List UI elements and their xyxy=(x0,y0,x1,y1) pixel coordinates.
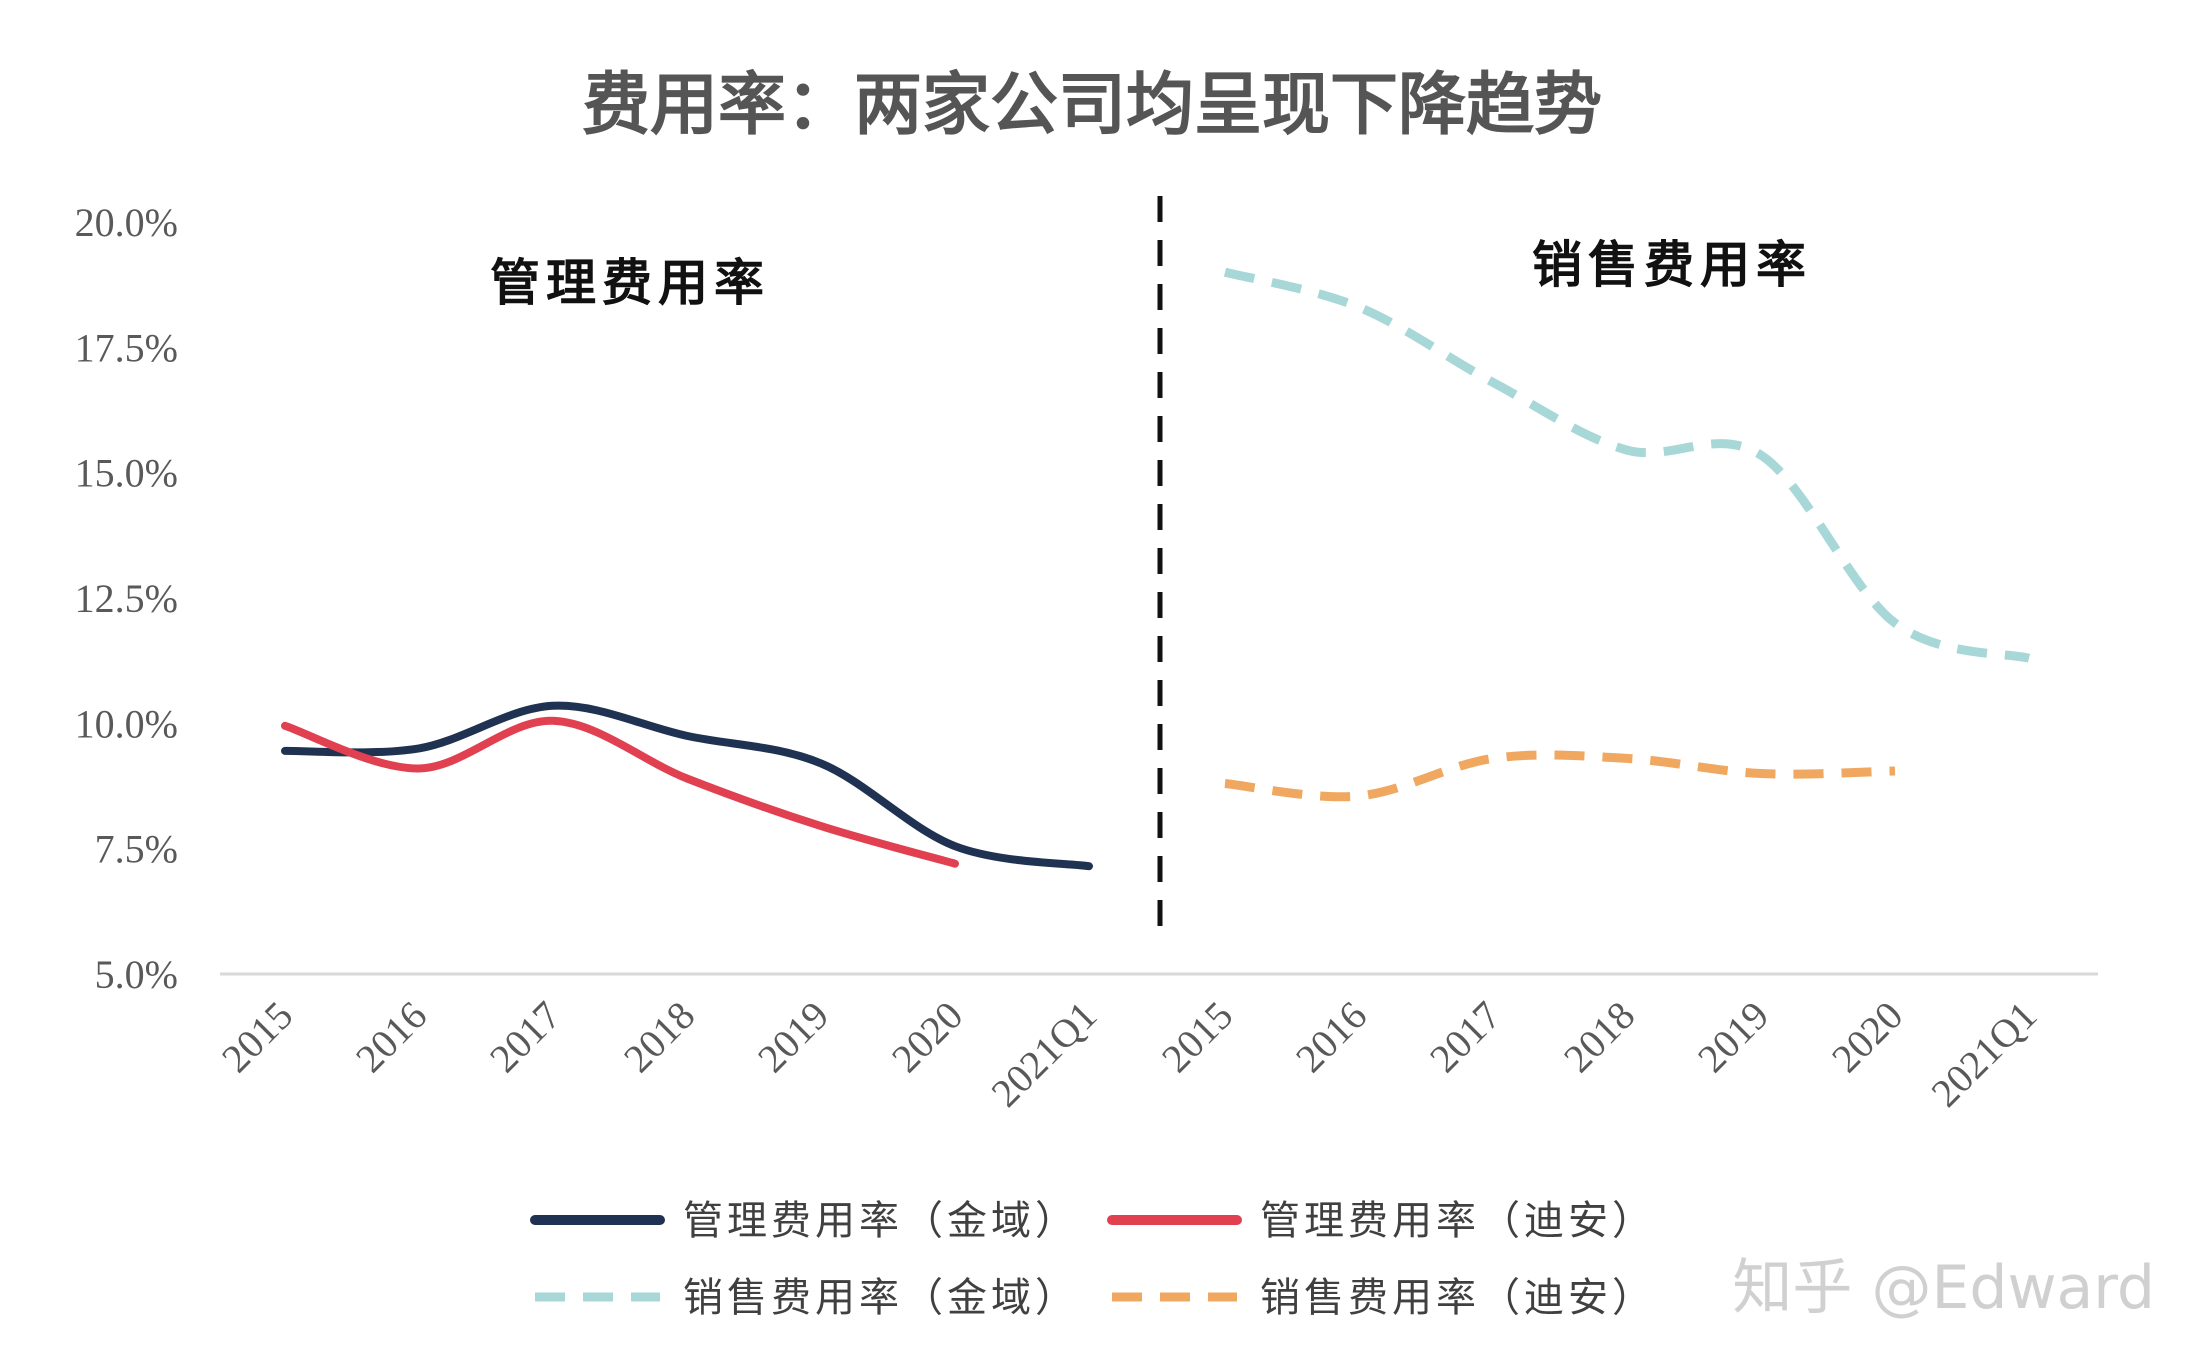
x-tick-label: 2017 xyxy=(1421,993,1509,1081)
watermark: 知乎 @Edward xyxy=(1732,1253,2155,1323)
legend: 管理费用率（金域） 管理费用率（迪安） 销售费用率（金域） 销售费用率（迪安） xyxy=(530,1198,1656,1321)
x-tick-label: 2019 xyxy=(1689,993,1777,1081)
series-line-sales-dian xyxy=(1224,750,1896,802)
legend-label: 管理费用率（迪安） xyxy=(1260,1198,1656,1244)
x-tick-label: 2017 xyxy=(481,993,569,1081)
y-tick-label: 7.5% xyxy=(95,827,178,872)
y-tick-label: 10.0% xyxy=(75,701,178,746)
legend-label: 管理费用率（金域） xyxy=(683,1198,1079,1244)
x-tick-label: 2016 xyxy=(1287,993,1375,1081)
panel-label-admin-expense: 管理费用率 xyxy=(490,253,770,312)
chart-title: 费用率：两家公司均呈现下降趋势 xyxy=(582,66,1602,145)
x-tick-label: 2021Q1 xyxy=(982,993,1105,1116)
x-tick-label: 2015 xyxy=(1153,993,1241,1081)
y-tick-label: 20.0% xyxy=(75,200,178,245)
series-line-sales-kingmed xyxy=(1223,267,2031,663)
series-line-admin-dian xyxy=(281,716,959,868)
y-tick-label: 5.0% xyxy=(95,952,178,997)
x-tick-label: 2018 xyxy=(1555,993,1643,1081)
x-tick-label: 2018 xyxy=(615,993,703,1081)
x-tick-label: 2021Q1 xyxy=(1922,993,2045,1116)
y-tick-label: 12.5% xyxy=(75,576,178,621)
x-tick-label: 2019 xyxy=(749,993,837,1081)
x-tick-label: 2015 xyxy=(213,993,301,1081)
panel-label-sales-expense: 销售费用率 xyxy=(1532,235,1812,294)
legend-label: 销售费用率（迪安） xyxy=(1260,1275,1656,1321)
x-tick-label: 2016 xyxy=(347,993,435,1081)
x-axis: 2015 2016 2017 2018 2019 2020 2021Q1 2015 2016 20… xyxy=(213,993,2045,1116)
y-tick-label: 15.0% xyxy=(75,451,178,496)
series-layer xyxy=(281,267,2031,871)
series-line-admin-kingmed xyxy=(281,701,1093,871)
legend-label: 销售费用率（金域） xyxy=(683,1275,1079,1321)
x-tick-label: 2020 xyxy=(1823,993,1911,1081)
x-tick-label: 2020 xyxy=(883,993,971,1081)
y-tick-label: 17.5% xyxy=(75,325,178,370)
y-axis: 20.0% 17.5% 15.0% 12.5% 10.0% 7.5% 5.0% xyxy=(75,200,178,997)
